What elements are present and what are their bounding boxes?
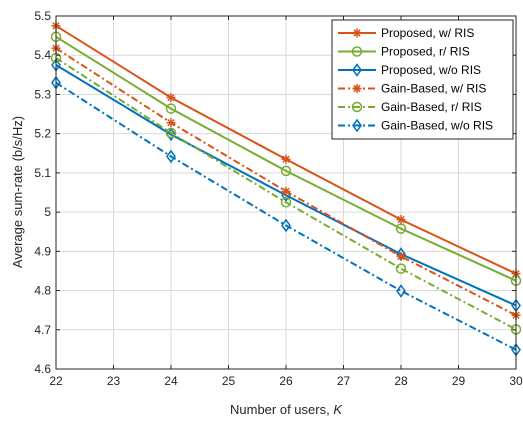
- legend-label: Proposed, w/o RIS: [381, 63, 481, 77]
- data-point: [280, 165, 292, 177]
- legend-marker: [351, 101, 363, 113]
- legend-label: Proposed, w/ RIS: [381, 26, 474, 40]
- series-line: [55, 57, 517, 331]
- series-line: [55, 81, 517, 351]
- y-tick-label: 5.1: [34, 166, 51, 180]
- y-tick-label: 4.8: [34, 284, 51, 298]
- data-point: [281, 186, 291, 196]
- y-tick-labels: 4.6 4.7 4.8 4.9 5 5.1 5.2 5.3 5.4 5.5: [34, 9, 51, 376]
- x-tick-label: 26: [279, 374, 293, 388]
- legend-entry: Gain-Based, w/ RIS: [338, 82, 486, 96]
- legend-marker: [352, 118, 362, 133]
- data-point: [166, 118, 176, 128]
- x-tick-label: 28: [394, 374, 408, 388]
- y-tick-label: 4.9: [34, 244, 51, 258]
- x-tick-label: 24: [164, 374, 178, 388]
- data-point: [396, 251, 406, 261]
- x-axis-label: Number of users, K: [230, 402, 343, 417]
- legend-marker: [352, 84, 362, 93]
- y-axis-label: Average sum-rate (b/s/Hz): [10, 116, 25, 268]
- data-point: [395, 223, 407, 234]
- y-tick-label: 5: [44, 205, 51, 219]
- legend-marker: [352, 63, 362, 77]
- data-point: [166, 93, 176, 103]
- legend-label: Gain-Based, r/ RIS: [381, 100, 482, 114]
- legend-entry: Gain-Based, w/o RIS: [338, 119, 493, 133]
- y-tick-label: 4.7: [34, 323, 51, 337]
- x-tick-labels: 22 23 24 25 26 27 28 29 30: [49, 374, 523, 388]
- axis-ticks: [55, 15, 517, 370]
- data-point: [166, 127, 176, 142]
- data-point: [280, 197, 292, 208]
- x-tick-label: 30: [509, 374, 523, 388]
- y-tick-label: 5.3: [34, 87, 51, 101]
- legend-marker: [351, 46, 363, 57]
- data-point: [165, 127, 177, 139]
- y-tick-label: 5.2: [34, 127, 51, 141]
- legend-entry: Gain-Based, r/ RIS: [338, 100, 482, 114]
- data-point: [165, 103, 177, 114]
- legend: Proposed, w/ RIS Proposed, r/ RIS Proposed…: [331, 19, 514, 140]
- y-tick-label: 4.6: [34, 362, 51, 376]
- series-group: [50, 21, 522, 357]
- data-point: [166, 149, 176, 164]
- legend-label: Gain-Based, w/ RIS: [381, 82, 486, 96]
- data-point: [396, 215, 406, 225]
- data-point: [395, 263, 407, 274]
- legend-label: Proposed, r/ RIS: [381, 45, 470, 59]
- x-tick-label: 29: [452, 374, 466, 388]
- x-tick-label: 27: [337, 374, 351, 388]
- series-line: [55, 35, 517, 282]
- x-tick-label: 22: [49, 374, 63, 388]
- legend-box: [331, 19, 514, 140]
- legend-entry: Proposed, w/ RIS: [338, 26, 474, 40]
- y-tick-label: 5.4: [34, 48, 51, 62]
- legend-entry: Proposed, w/o RIS: [338, 63, 481, 77]
- x-tick-label: 23: [107, 374, 121, 388]
- legend-marker: [352, 28, 362, 38]
- data-point: [281, 154, 291, 164]
- data-point: [396, 284, 406, 298]
- legend-label: Gain-Based, w/o RIS: [381, 119, 493, 133]
- y-tick-label: 5.5: [34, 9, 51, 23]
- legend-entry: Proposed, r/ RIS: [338, 45, 470, 59]
- x-tick-label: 25: [222, 374, 236, 388]
- data-point: [281, 218, 291, 233]
